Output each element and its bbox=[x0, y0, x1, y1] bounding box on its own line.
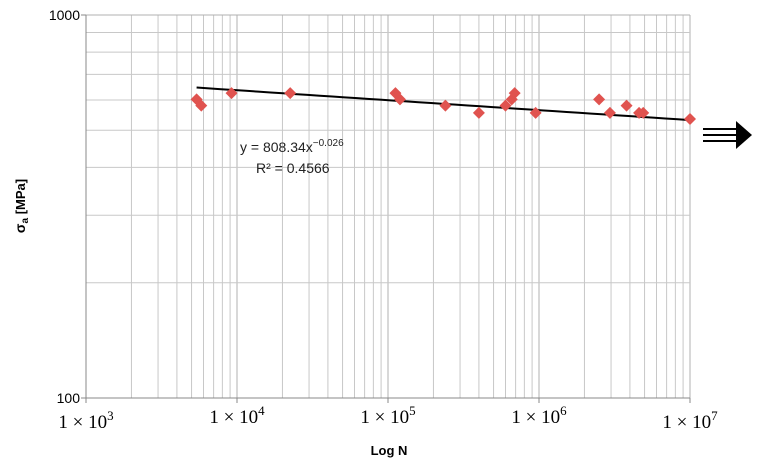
y-tick-label: 100 bbox=[57, 390, 81, 406]
data-point bbox=[505, 93, 518, 106]
data-points-layer bbox=[190, 87, 696, 126]
x-tick-label: 1 × 105 bbox=[360, 403, 415, 428]
axes-layer: 1 × 103 1 × 104 1 × 105 1 × 106 1 × 107 1000 1… bbox=[49, 7, 718, 433]
data-point bbox=[439, 99, 452, 112]
x-axis-title: Log N bbox=[371, 443, 408, 458]
data-point bbox=[620, 99, 633, 112]
data-point bbox=[225, 87, 238, 100]
data-point bbox=[684, 113, 696, 126]
x-tick-label: 1 × 106 bbox=[511, 403, 567, 428]
data-point bbox=[284, 87, 297, 100]
grid-layer bbox=[85, 14, 691, 398]
y-axis-title: σa [MPa] bbox=[12, 179, 31, 233]
data-point bbox=[195, 99, 208, 112]
data-point bbox=[393, 93, 406, 106]
x-tick-label: 1 × 103 bbox=[58, 408, 113, 433]
x-tick-label: 1 × 104 bbox=[209, 403, 265, 428]
runout-arrow-icon bbox=[703, 121, 752, 149]
data-point bbox=[593, 93, 606, 106]
y-tick-label: 1000 bbox=[49, 7, 80, 23]
data-point bbox=[529, 106, 542, 119]
data-point bbox=[499, 99, 512, 112]
data-point bbox=[508, 87, 521, 100]
labels-layer: y = 808.34x−0.026 R² = 0.4566 Log N σa [… bbox=[12, 138, 407, 458]
r-squared-label: R² = 0.4566 bbox=[256, 160, 330, 176]
trendline-equation: y = 808.34x−0.026 bbox=[240, 138, 344, 155]
data-point bbox=[603, 106, 616, 119]
x-tick-label: 1 × 107 bbox=[662, 408, 718, 433]
data-point bbox=[637, 106, 650, 119]
data-point bbox=[472, 106, 485, 119]
